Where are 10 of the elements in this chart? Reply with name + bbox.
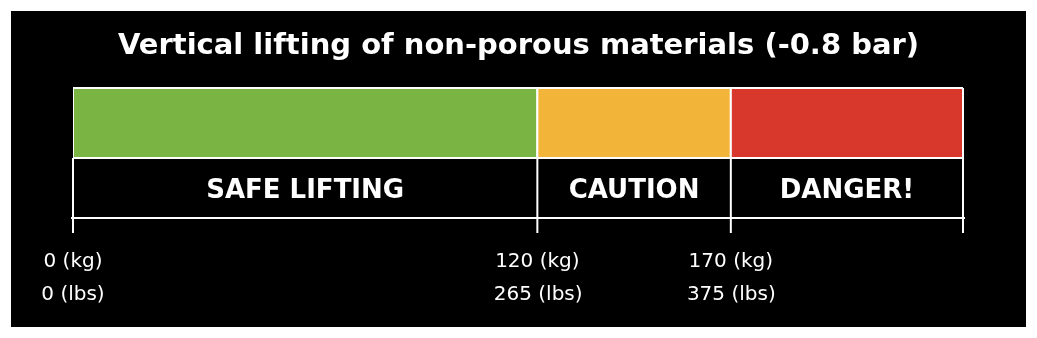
x2-tick-label: 375 (lbs) <box>686 281 776 306</box>
x2-tick-label: 265 (lbs) <box>493 281 583 306</box>
series-label: DANGER! <box>779 174 915 204</box>
series-label: SAFE LIFTING <box>206 174 405 204</box>
x-tick-label: 0 (kg) <box>43 248 103 273</box>
x-tick-label: 120 (kg) <box>495 248 580 273</box>
x2-tick-label: 0 (lbs) <box>41 281 105 306</box>
chart-title: Vertical lifting of non-porous materials (-0.8 bar) <box>116 27 921 61</box>
x-tick-label: 170 (kg) <box>688 248 774 273</box>
series-label: CAUTION <box>568 174 700 204</box>
